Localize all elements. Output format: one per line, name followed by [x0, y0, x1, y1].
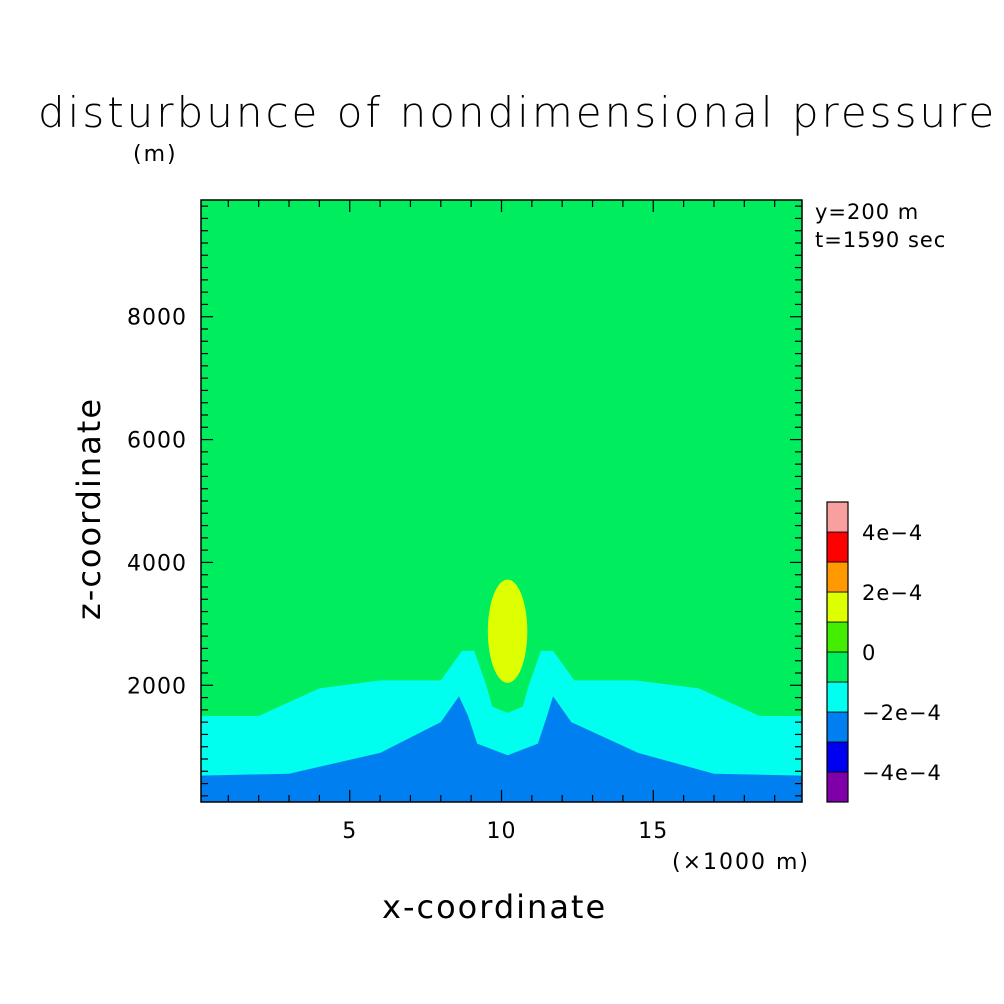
colorbar-swatch: [826, 681, 849, 713]
contour-region-neg-2e-4-lobe-left: [401, 789, 487, 802]
x-tick-label: 15: [638, 819, 668, 844]
colorbar-label: 4e−4: [862, 521, 923, 545]
contour-region-neg-2e-4-lobe-right: [528, 789, 614, 802]
colorbar-swatch: [826, 771, 849, 803]
colorbar-label: 2e−4: [862, 581, 923, 605]
colorbar-swatch: [826, 561, 849, 593]
y-axis-label: z-coordinate: [70, 396, 108, 620]
time-label: t=1590 sec: [815, 228, 947, 252]
contour-region-pos-1e-4-to-2e-4: [487, 579, 528, 683]
colorbar-label: 0: [862, 641, 876, 665]
colorbar-swatch: [826, 501, 849, 533]
colorbar-label: −4e−4: [862, 761, 942, 785]
chart-title: disturbunce of nondimensional pressure: [38, 88, 998, 137]
colorbar-swatch: [826, 741, 849, 773]
x-axis-unit: (×1000 m): [672, 850, 811, 875]
y-position-label: y=200 m: [815, 200, 920, 224]
colorbar-swatch: [826, 621, 849, 653]
y-tick-label: 8000: [127, 306, 187, 331]
y-axis-unit: (m): [133, 142, 178, 167]
y-tick-label: 6000: [127, 429, 187, 454]
y-tick-label: 2000: [127, 674, 187, 699]
x-axis-label: x-coordinate: [382, 888, 608, 926]
y-tick-label: 4000: [127, 551, 187, 576]
x-tick-label: 10: [487, 819, 517, 844]
x-tick-label: 5: [342, 819, 357, 844]
colorbar-label: −2e−4: [862, 701, 942, 725]
colorbar-swatch: [826, 711, 849, 743]
contour-region-background: [201, 200, 802, 802]
colorbar-swatch: [826, 591, 849, 623]
contour-region-neg-1e-4-to-2e-4: [201, 696, 802, 802]
contour-region-neg-0-to-1e-4: [201, 650, 802, 802]
colorbar-frame: [826, 501, 849, 803]
colorbar-swatch: [826, 651, 849, 683]
colorbar-swatch: [826, 531, 849, 563]
plot-frame: [200, 199, 803, 803]
